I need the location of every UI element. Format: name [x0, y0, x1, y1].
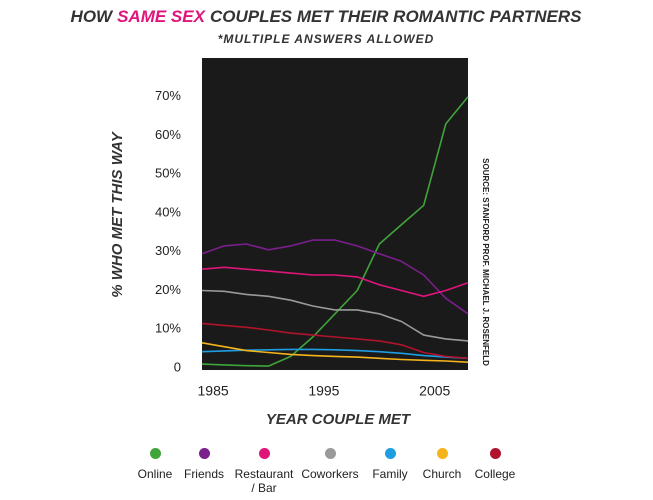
- series-line: [201, 342, 469, 363]
- legend-item: Friends: [169, 448, 239, 481]
- legend-swatch: [324, 448, 336, 459]
- title-part: HOW: [71, 7, 115, 26]
- y-tick-label: 40%: [155, 204, 181, 219]
- y-tick-label: 30%: [155, 243, 181, 258]
- series-line: [201, 266, 469, 298]
- title-part: COUPLES MET THEIR ROMANTIC PARTNERS: [210, 7, 582, 26]
- legend-swatch: [149, 448, 161, 459]
- legend-swatch: [198, 448, 210, 459]
- x-tick-label: 1985: [198, 383, 229, 399]
- legend-label: Online: [137, 467, 173, 481]
- y-tick-label: 10%: [155, 321, 181, 336]
- legend-swatch: [489, 448, 501, 459]
- y-tick-label: 50%: [155, 166, 181, 181]
- x-tick-label: 2005: [419, 383, 450, 399]
- series-line: [201, 96, 469, 367]
- y-tick-label: 70%: [155, 88, 181, 103]
- y-tick-label: 60%: [155, 127, 181, 142]
- y-tick-label: 20%: [155, 282, 181, 297]
- legend-item: Church: [407, 448, 477, 481]
- legend-item: Online: [120, 448, 190, 481]
- legend-swatch: [384, 448, 396, 459]
- plot-background: [202, 58, 468, 370]
- legend-swatch: [258, 448, 270, 459]
- chart-title: HOW SAME SEX COUPLES MET THEIR ROMANTIC PA…: [71, 7, 583, 26]
- y-axis-label: % WHO MET THIS WAY: [109, 130, 126, 298]
- legend-label: Restaurant / Bar: [234, 467, 294, 495]
- legend-label: College: [474, 467, 516, 481]
- series-line: [201, 239, 469, 315]
- legend-label: Friends: [183, 467, 224, 481]
- y-tick-label: 0: [174, 359, 181, 374]
- legend-swatch: [436, 448, 448, 459]
- legend-item: Restaurant / Bar: [229, 448, 299, 495]
- chart-subtitle: *MULTIPLE ANSWERS ALLOWED: [218, 32, 435, 46]
- legend-label: Coworkers: [301, 467, 359, 481]
- legend-item: Family: [355, 448, 425, 481]
- series-line: [201, 322, 469, 360]
- series-line: [201, 289, 469, 342]
- x-axis-label: YEAR COUPLE MET: [266, 411, 412, 428]
- title-part: SAME SEX: [117, 7, 207, 26]
- legend-label: Family: [372, 467, 408, 481]
- legend-item: College: [460, 448, 530, 481]
- chart: HOW SAME SEX COUPLES MET THEIR ROMANTIC PA…: [71, 7, 583, 428]
- source-note: SOURCE: STANFORD PROF. MICHAEL J. ROSENF…: [481, 158, 490, 366]
- x-tick-label: 1995: [308, 383, 339, 399]
- legend-label: Church: [422, 467, 462, 481]
- legend-item: Coworkers: [295, 448, 365, 481]
